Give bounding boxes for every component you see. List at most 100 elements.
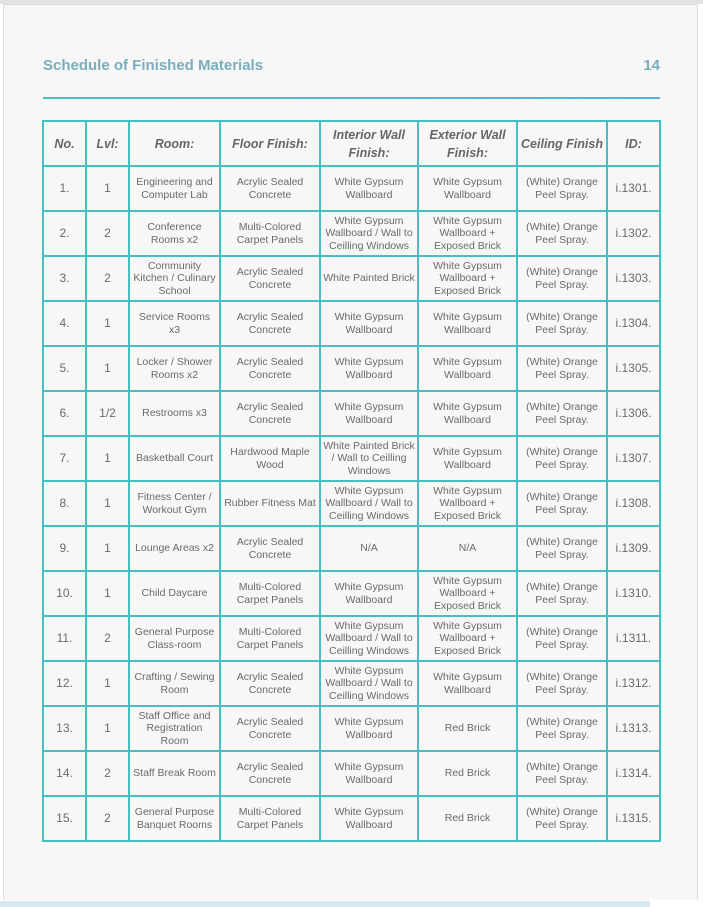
table-cell: N/A bbox=[319, 525, 419, 572]
table-cell: i.1307. bbox=[606, 435, 661, 482]
table-cell: (White) Orange Peel Spray. bbox=[516, 435, 608, 482]
table-cell: Staff Office and Registration Room bbox=[128, 705, 221, 752]
table-cell: White Gypsum Wallboard bbox=[319, 705, 419, 752]
table-row: 10. 1 Child Daycare Multi-Colored Carpet Pa… bbox=[42, 570, 661, 617]
table-cell: i.1301. bbox=[606, 165, 661, 212]
column-header: Floor Finish: bbox=[219, 120, 321, 167]
table-cell: Restrooms x3 bbox=[128, 390, 221, 437]
table-cell: White Gypsum Wallboard / Wall to Ceillin… bbox=[319, 660, 419, 707]
table-cell: i.1303. bbox=[606, 255, 661, 302]
table-cell: i.1309. bbox=[606, 525, 661, 572]
table-cell: Locker / Shower Rooms x2 bbox=[128, 345, 221, 392]
table-cell: 14. bbox=[42, 750, 87, 797]
table-cell: 1 bbox=[85, 570, 130, 617]
column-header: Interior Wall Finish: bbox=[319, 120, 419, 167]
table-row: 1. 1 Engineering and Computer Lab Acrylic S… bbox=[42, 165, 661, 212]
table-cell: i.1311. bbox=[606, 615, 661, 662]
table-row: 9. 1 Lounge Areas x2 Acrylic Sealed Concret… bbox=[42, 525, 661, 572]
table-cell: 1 bbox=[85, 165, 130, 212]
table-cell: i.1314. bbox=[606, 750, 661, 797]
table-cell: 15. bbox=[42, 795, 87, 842]
table-cell: Acrylic Sealed Concrete bbox=[219, 165, 321, 212]
table-cell: Red Brick bbox=[417, 795, 518, 842]
table-cell: i.1308. bbox=[606, 480, 661, 527]
table-row: 8. 1 Fitness Center / Workout Gym Rubber Fi… bbox=[42, 480, 661, 527]
table-cell: White Painted Brick / Wall to Ceilling W… bbox=[319, 435, 419, 482]
table-cell: White Gypsum Wallboard + Exposed Brick bbox=[417, 480, 518, 527]
table-cell: Multi-Colored Carpet Panels bbox=[219, 615, 321, 662]
table-cell: Rubber Fitness Mat bbox=[219, 480, 321, 527]
table-cell: White Gypsum Wallboard + Exposed Brick bbox=[417, 615, 518, 662]
table-cell: (White) Orange Peel Spray. bbox=[516, 750, 608, 797]
table-cell: Red Brick bbox=[417, 705, 518, 752]
table-cell: Child Daycare bbox=[128, 570, 221, 617]
table-row: 12. 1 Crafting / Sewing Room Acrylic Sealed… bbox=[42, 660, 661, 707]
table-cell: (White) Orange Peel Spray. bbox=[516, 795, 608, 842]
table-cell: White Gypsum Wallboard + Exposed Brick bbox=[417, 255, 518, 302]
title-divider bbox=[43, 97, 660, 99]
table-cell: 10. bbox=[42, 570, 87, 617]
horizontal-scrollbar[interactable] bbox=[0, 901, 650, 907]
table-cell: 2 bbox=[85, 255, 130, 302]
table-cell: White Gypsum Wallboard / Wall to Ceillin… bbox=[319, 480, 419, 527]
table-cell: 12. bbox=[42, 660, 87, 707]
table-cell: (White) Orange Peel Spray. bbox=[516, 345, 608, 392]
table-cell: N/A bbox=[417, 525, 518, 572]
table-cell: 1 bbox=[85, 480, 130, 527]
table-cell: i.1306. bbox=[606, 390, 661, 437]
table-cell: 5. bbox=[42, 345, 87, 392]
table-cell: 2 bbox=[85, 210, 130, 257]
table-cell: 11. bbox=[42, 615, 87, 662]
table-cell: (White) Orange Peel Spray. bbox=[516, 570, 608, 617]
table-cell: White Gypsum Wallboard bbox=[417, 390, 518, 437]
page-title: Schedule of Finished Materials bbox=[43, 57, 264, 74]
table-cell: White Gypsum Wallboard bbox=[417, 300, 518, 347]
table-cell: Acrylic Sealed Concrete bbox=[219, 300, 321, 347]
table-cell: 2 bbox=[85, 750, 130, 797]
table-cell: White Painted Brick bbox=[319, 255, 419, 302]
table-cell: 1. bbox=[42, 165, 87, 212]
table-cell: 9. bbox=[42, 525, 87, 572]
table-cell: White Gypsum Wallboard bbox=[319, 300, 419, 347]
table-row: 5. 1 Locker / Shower Rooms x2 Acrylic Seale… bbox=[42, 345, 661, 392]
table-cell: White Gypsum Wallboard + Exposed Brick bbox=[417, 570, 518, 617]
column-header: Room: bbox=[128, 120, 221, 167]
table-cell: (White) Orange Peel Spray. bbox=[516, 525, 608, 572]
table-cell: (White) Orange Peel Spray. bbox=[516, 210, 608, 257]
table-cell: (White) Orange Peel Spray. bbox=[516, 660, 608, 707]
table-cell: White Gypsum Wallboard bbox=[319, 165, 419, 212]
table-cell: 1 bbox=[85, 525, 130, 572]
table-row: 2. 2 Conference Rooms x2 Multi-Colored Carp… bbox=[42, 210, 661, 257]
table-cell: Acrylic Sealed Concrete bbox=[219, 525, 321, 572]
table-cell: 1/2 bbox=[85, 390, 130, 437]
table-cell: (White) Orange Peel Spray. bbox=[516, 615, 608, 662]
table-cell: 1 bbox=[85, 300, 130, 347]
table-cell: Multi-Colored Carpet Panels bbox=[219, 795, 321, 842]
table-cell: 13. bbox=[42, 705, 87, 752]
table-cell: White Gypsum Wallboard bbox=[319, 795, 419, 842]
table-cell: Fitness Center / Workout Gym bbox=[128, 480, 221, 527]
table-cell: (White) Orange Peel Spray. bbox=[516, 255, 608, 302]
table-cell: 1 bbox=[85, 345, 130, 392]
table-row: 6. 1/2 Restrooms x3 Acrylic Sealed Concrete… bbox=[42, 390, 661, 437]
table-cell: Engineering and Computer Lab bbox=[128, 165, 221, 212]
table-cell: Hardwood Maple Wood bbox=[219, 435, 321, 482]
table-cell: 6. bbox=[42, 390, 87, 437]
table-cell: White Gypsum Wallboard bbox=[417, 345, 518, 392]
table-cell: Acrylic Sealed Concrete bbox=[219, 660, 321, 707]
table-cell: Acrylic Sealed Concrete bbox=[219, 255, 321, 302]
table-cell: White Gypsum Wallboard + Exposed Brick bbox=[417, 210, 518, 257]
table-cell: i.1302. bbox=[606, 210, 661, 257]
table-cell: White Gypsum Wallboard / Wall to Ceillin… bbox=[319, 210, 419, 257]
column-header: Lvl: bbox=[85, 120, 130, 167]
table-cell: White Gypsum Wallboard bbox=[319, 570, 419, 617]
table-row: 3. 2 Community Kitchen / Culinary School Ac… bbox=[42, 255, 661, 302]
table-cell: Lounge Areas x2 bbox=[128, 525, 221, 572]
table-cell: Community Kitchen / Culinary School bbox=[128, 255, 221, 302]
table-row: 13. 1 Staff Office and Registration Room Ac… bbox=[42, 705, 661, 752]
table-cell: General Purpose Banquet Rooms bbox=[128, 795, 221, 842]
table-cell: 2 bbox=[85, 795, 130, 842]
table-cell: (White) Orange Peel Spray. bbox=[516, 165, 608, 212]
table-cell: Acrylic Sealed Concrete bbox=[219, 390, 321, 437]
table-cell: (White) Orange Peel Spray. bbox=[516, 705, 608, 752]
